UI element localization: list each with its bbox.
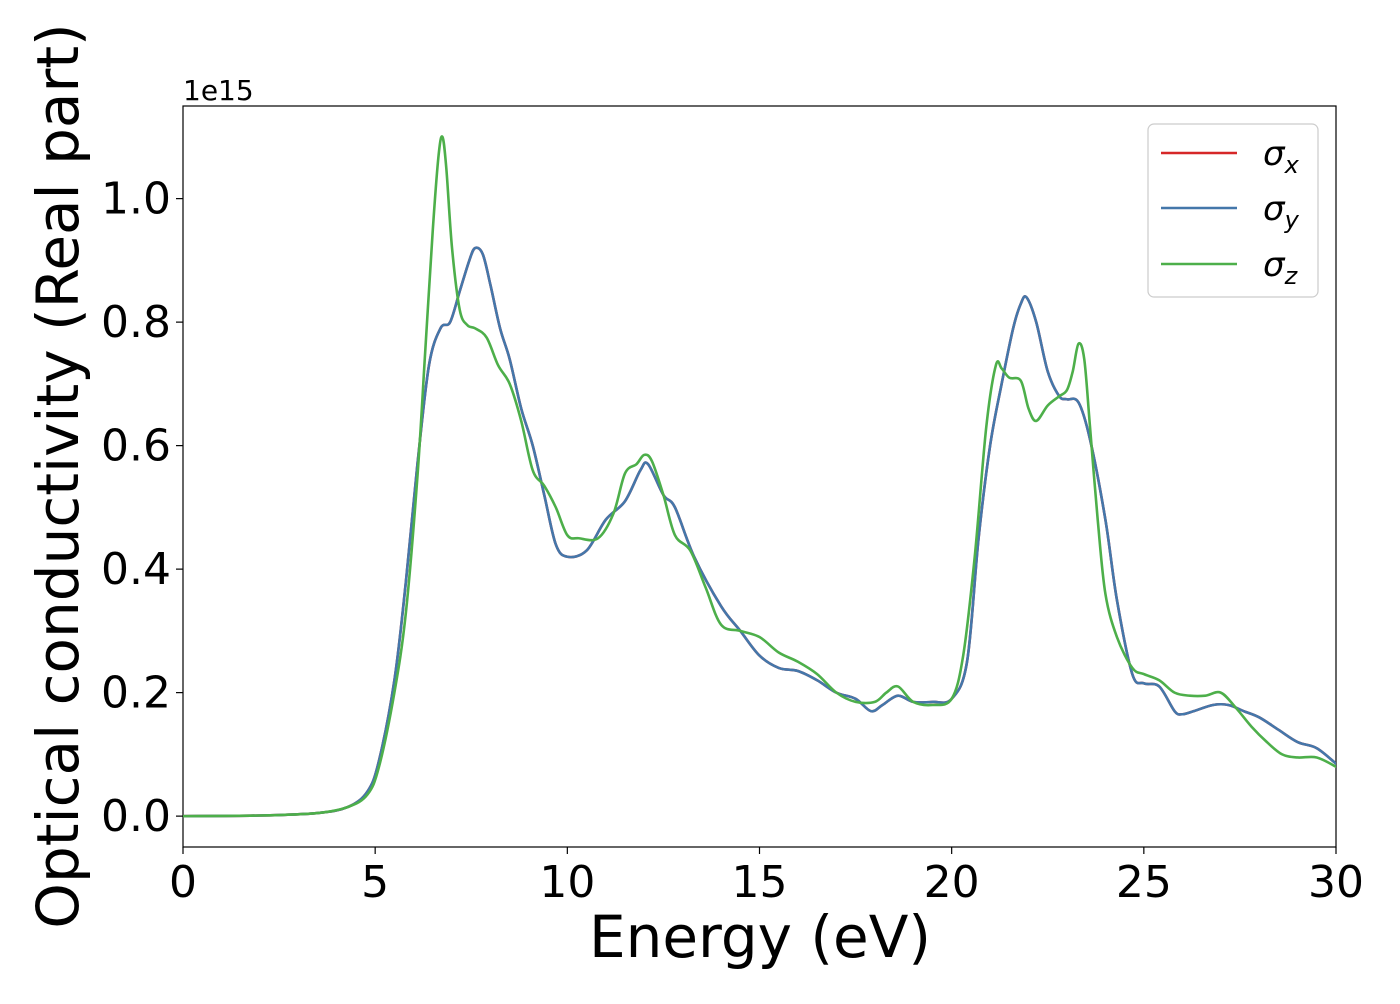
legend-symbol: σ xyxy=(1263,245,1286,285)
x-axis-label: Energy (eV) xyxy=(589,903,931,971)
y-tick-label: 0.6 xyxy=(101,421,171,472)
x-axis-ticks: 0 5 10 15 20 25 30 xyxy=(169,847,1364,908)
y-tick-label: 0.2 xyxy=(101,668,171,719)
series-layer xyxy=(183,135,1336,818)
y-tick-label: 1.0 xyxy=(101,174,171,225)
y-tick-label: 0.8 xyxy=(101,297,171,348)
x-tick-label: 25 xyxy=(1116,857,1172,908)
legend-subscript: z xyxy=(1284,262,1299,290)
x-tick-label: 30 xyxy=(1308,857,1364,908)
x-tick-label: 15 xyxy=(732,857,788,908)
legend-label-x: σx xyxy=(1263,134,1300,179)
y-offset-label: 1e15 xyxy=(183,74,254,107)
series-line-z xyxy=(183,135,1336,818)
y-tick-label: 0.4 xyxy=(101,544,171,595)
y-tick-label: 0.0 xyxy=(101,791,171,842)
legend-box xyxy=(1147,123,1319,298)
legend-label-z: σz xyxy=(1263,245,1299,290)
series-line-y xyxy=(183,246,1336,818)
x-tick-label: 0 xyxy=(169,857,197,908)
legend-label-y: σy xyxy=(1263,189,1300,234)
legend-symbol: σ xyxy=(1263,189,1286,229)
x-tick-label: 20 xyxy=(924,857,980,908)
legend-subscript: x xyxy=(1284,151,1300,179)
series-line-x xyxy=(183,246,1336,818)
legend-subscript: y xyxy=(1284,206,1300,234)
x-tick-label: 10 xyxy=(539,857,595,908)
x-tick-label: 5 xyxy=(361,857,389,908)
legend-symbol: σ xyxy=(1263,134,1286,174)
y-axis-label: Optical conductivity (Real part) xyxy=(24,23,92,928)
y-axis-ticks: 0.0 0.2 0.4 0.6 0.8 1.0 xyxy=(101,174,183,842)
